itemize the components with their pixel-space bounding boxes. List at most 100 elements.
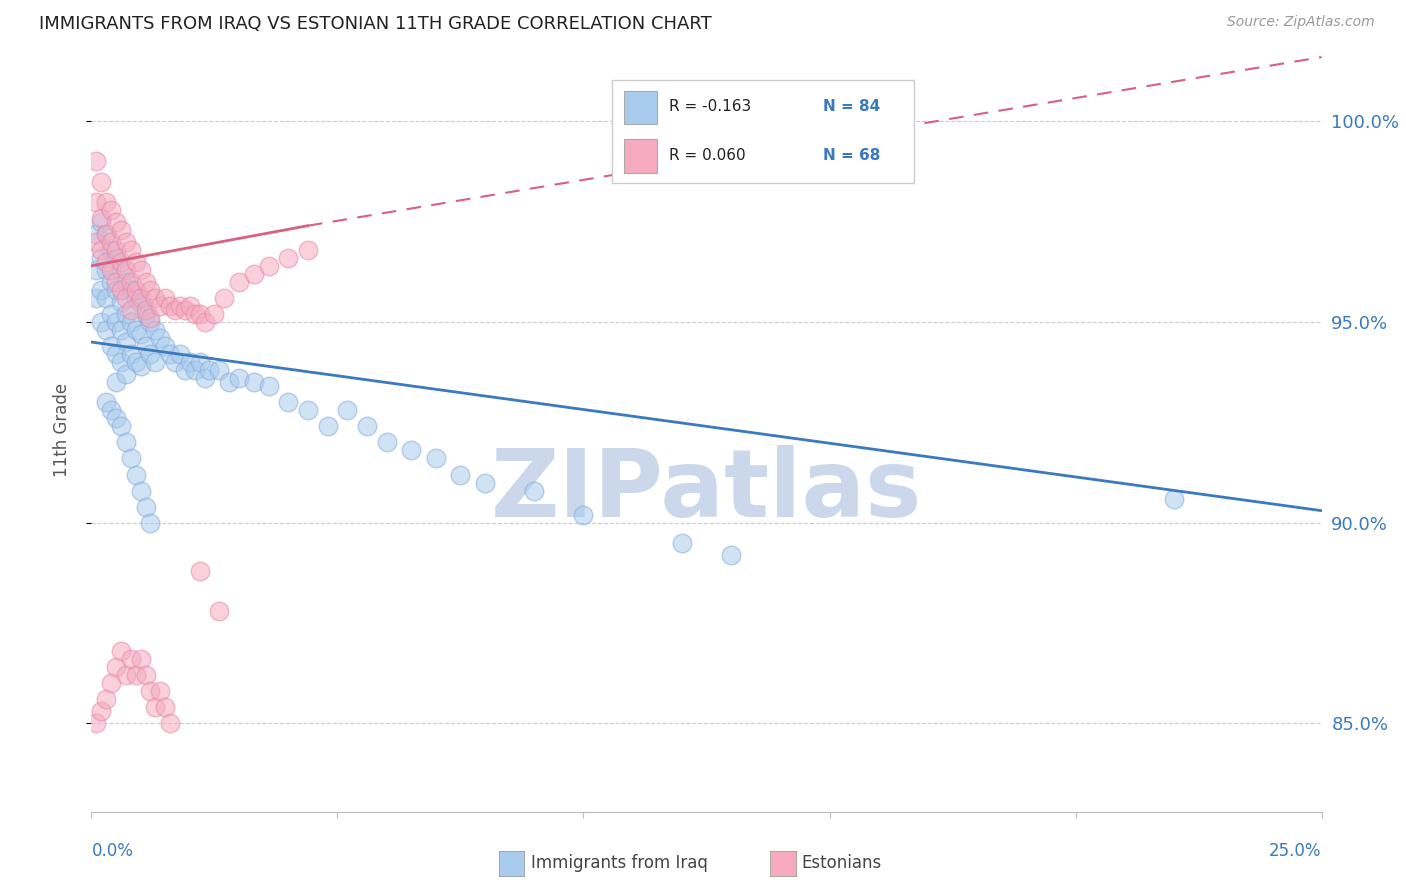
Point <box>202 307 225 321</box>
Point <box>114 668 138 682</box>
Point <box>297 403 319 417</box>
Point <box>139 283 162 297</box>
Point <box>277 395 299 409</box>
Text: Estonians: Estonians <box>801 855 882 872</box>
Point <box>277 251 299 265</box>
Point <box>96 291 117 305</box>
Point <box>139 516 162 530</box>
Point <box>124 323 146 337</box>
Point <box>100 202 122 217</box>
Text: 25.0%: 25.0% <box>1270 842 1322 860</box>
Point <box>100 676 122 690</box>
Point <box>169 299 191 313</box>
Point <box>105 315 127 329</box>
Point <box>96 262 117 277</box>
Point <box>86 227 108 241</box>
Point <box>159 347 181 361</box>
Point <box>356 419 378 434</box>
Text: N = 68: N = 68 <box>824 148 880 162</box>
Point <box>96 194 117 209</box>
Point <box>124 255 146 269</box>
Point <box>114 367 138 381</box>
Point <box>129 327 152 342</box>
Point <box>572 508 595 522</box>
Point <box>145 323 166 337</box>
Point <box>124 291 146 305</box>
Point <box>105 283 127 297</box>
Point <box>135 500 156 514</box>
Point <box>120 451 142 466</box>
Point <box>110 419 132 434</box>
Point <box>193 371 217 385</box>
Point <box>110 283 132 297</box>
Point <box>149 684 172 698</box>
Point <box>153 291 177 305</box>
Point <box>86 716 108 731</box>
Point <box>86 235 108 249</box>
Point <box>90 315 112 329</box>
Point <box>120 275 142 289</box>
Text: IMMIGRANTS FROM IRAQ VS ESTONIAN 11TH GRADE CORRELATION CHART: IMMIGRANTS FROM IRAQ VS ESTONIAN 11TH GR… <box>39 15 711 33</box>
Point <box>399 443 422 458</box>
Point <box>129 359 152 374</box>
Point <box>100 307 122 321</box>
Point <box>145 291 166 305</box>
Point <box>257 259 280 273</box>
Point <box>105 251 127 265</box>
Point <box>124 355 146 369</box>
Point <box>135 339 156 353</box>
Point <box>129 294 152 310</box>
Point <box>114 435 138 450</box>
Point <box>114 275 138 289</box>
Point <box>100 339 122 353</box>
Point <box>153 700 177 714</box>
Point <box>135 302 156 317</box>
Point <box>242 375 264 389</box>
Point <box>120 243 142 257</box>
Text: Immigrants from Iraq: Immigrants from Iraq <box>531 855 709 872</box>
Point <box>449 467 471 482</box>
Point <box>228 275 250 289</box>
Point <box>100 262 122 277</box>
Point <box>110 294 132 310</box>
Point <box>114 235 138 249</box>
Point <box>297 243 319 257</box>
Point <box>159 299 181 313</box>
Point <box>105 214 127 228</box>
Point <box>105 243 127 257</box>
Point <box>208 604 231 618</box>
Point <box>120 347 142 361</box>
Point <box>105 375 127 389</box>
Point <box>100 275 122 289</box>
Point <box>198 363 221 377</box>
Point <box>425 451 447 466</box>
Point <box>86 154 108 169</box>
Point <box>105 411 127 425</box>
Point <box>96 227 117 241</box>
Point <box>100 235 122 249</box>
Point <box>212 291 235 305</box>
Bar <box>624 139 657 173</box>
Point <box>110 262 132 277</box>
Point <box>228 371 250 385</box>
Point <box>163 355 186 369</box>
Point <box>188 355 211 369</box>
Point <box>105 275 127 289</box>
Point <box>188 564 211 578</box>
Point <box>474 475 496 490</box>
Point <box>90 283 112 297</box>
Point <box>179 355 201 369</box>
Point <box>139 315 162 329</box>
Text: R = 0.060: R = 0.060 <box>669 148 745 162</box>
Point <box>145 355 166 369</box>
Point <box>114 291 138 305</box>
Point <box>124 283 146 297</box>
Point <box>120 315 142 329</box>
Point <box>90 211 112 225</box>
Bar <box>624 91 657 124</box>
Point <box>100 403 122 417</box>
Point <box>110 223 132 237</box>
Point <box>135 275 156 289</box>
Point <box>90 704 112 718</box>
Point <box>96 227 117 241</box>
